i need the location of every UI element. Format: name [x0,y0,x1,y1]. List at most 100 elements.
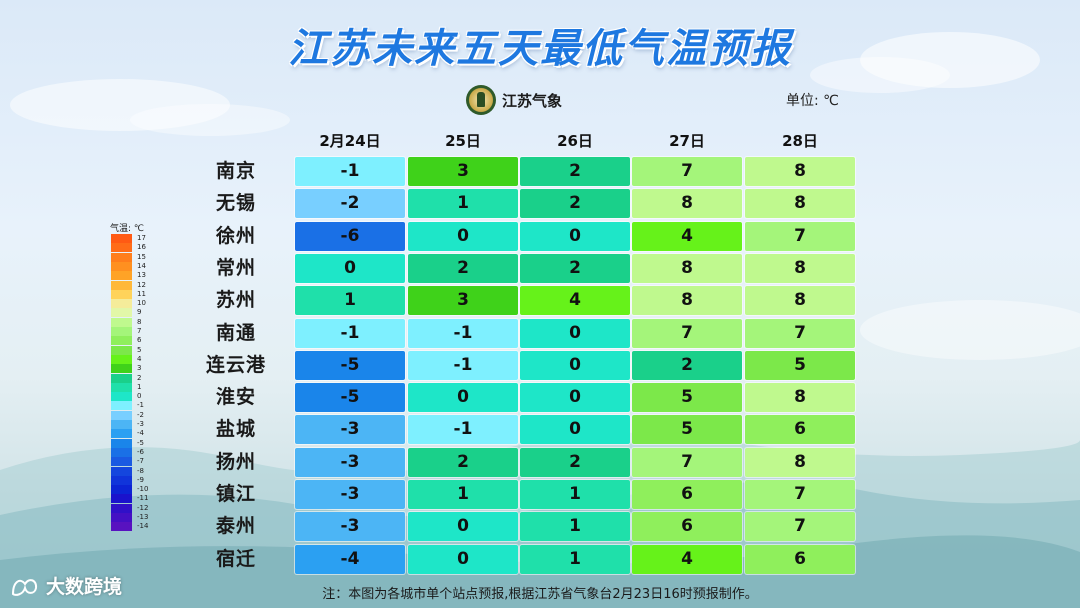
temperature-cell: 6 [745,415,855,445]
column-header: 2月24日 [319,132,381,150]
temperature-cell: -1 [408,318,518,348]
city-label: 徐州 [215,224,256,247]
temperature-cell: 1 [520,512,630,542]
legend-label: 10 [137,299,146,308]
temperature-cell: 7 [632,318,742,348]
legend-swatch [111,364,132,374]
temperature-cell: -5 [295,350,405,380]
legend-swatch [111,513,132,522]
temperature-cell: 2 [520,157,630,186]
temperature-cell: -1 [295,318,405,348]
legend-label: -1 [137,401,144,410]
city-label: 扬州 [215,450,256,473]
column-header: 27日 [669,132,705,150]
legend-swatch [111,261,132,271]
legend-label: 9 [137,308,142,317]
legend-label: 1 [137,382,142,391]
temperature-cell: -3 [295,480,405,509]
footnote: 注：本图为各城市单个站点预报,根据江苏省气象台2月23日16时预报制作。 [322,587,758,602]
temperature-cell: 6 [745,544,855,574]
column-header: 26日 [557,132,593,150]
temperature-cell: -1 [295,157,405,186]
legend-label: 6 [137,336,142,345]
temperature-cell: 2 [632,350,742,380]
city-label: 镇江 [215,483,256,505]
brand-logo-icon [11,578,38,596]
legend-label: 12 [137,280,146,289]
legend-label: 13 [137,271,146,280]
temperature-cell: 8 [745,253,855,283]
temperature-cell: 8 [745,383,855,413]
legend-swatch [111,373,132,383]
legend-swatch [111,457,132,467]
legend-label: 8 [137,317,142,326]
legend-swatch [111,447,132,457]
legend-label: -4 [137,429,144,438]
legend-swatch [111,299,132,309]
city-label: 南京 [215,160,256,182]
temperature-cell: 2 [408,253,518,283]
legend-label: 17 [137,234,146,242]
temperature-cell: 0 [520,221,630,251]
legend-title: 气温: ℃ [110,224,145,234]
temperature-cell: 8 [632,189,742,219]
temperature-cell: 7 [632,157,742,186]
temperature-cell: 2 [520,253,630,283]
temperature-cell: 4 [520,286,630,316]
legend-swatch [111,280,132,290]
legend-label: -9 [137,475,144,484]
legend-swatch [111,308,132,318]
legend-swatch [111,438,132,448]
temperature-cell: 7 [745,318,855,348]
legend-label: -14 [137,522,149,531]
temperature-cell: 5 [632,383,742,413]
temperature-cell: 5 [745,350,855,380]
temperature-cell: 7 [745,480,855,509]
legend-label: -13 [137,513,149,521]
temperature-cell: 0 [520,383,630,413]
temperature-cell: 8 [745,157,855,186]
legend-swatch [111,420,132,429]
temperature-cell: -5 [295,383,405,413]
temperature-cell: 0 [520,350,630,380]
legend-swatch [111,522,132,532]
legend-label: -11 [137,494,149,503]
legend-label: -5 [137,438,144,447]
temperature-cell: 8 [745,189,855,219]
legend-swatch [111,234,132,243]
temperature-cell: -3 [295,415,405,445]
temperature-cell: 6 [632,480,742,509]
city-label: 南通 [215,321,256,344]
temperature-cell: 0 [520,415,630,445]
city-label: 连云港 [205,353,266,376]
temperature-cell: 0 [520,318,630,348]
legend-swatch [111,401,132,411]
temperature-cell: 7 [745,221,855,251]
legend-swatch [111,317,132,327]
legend-swatch [111,327,132,336]
city-label: 宿迁 [215,547,256,570]
logo-text: 江苏气象 [502,91,563,110]
legend-swatch [111,466,132,476]
temperature-cell: -1 [408,415,518,445]
temperature-cell: 4 [632,221,742,251]
legend-swatch [111,475,132,485]
unit-label: 单位: ℃ [786,93,839,109]
city-label: 泰州 [215,515,256,538]
legend-swatch [111,410,132,420]
column-header: 25日 [445,132,481,150]
temperature-cell: 1 [295,286,405,316]
logo: 江苏气象 [466,84,562,116]
city-label: 淮安 [215,386,256,409]
temperature-cell: 2 [408,447,518,477]
temperature-cell: -6 [295,221,405,251]
brand-text: 大数跨境 [46,576,123,598]
legend-swatch [111,354,132,364]
temperature-cell: -3 [295,447,405,477]
temperature-cell: 0 [408,512,518,542]
temperature-cell: 1 [520,480,630,509]
city-label: 无锡 [215,192,256,215]
legend-label: -12 [137,503,149,512]
temperature-cell: 8 [632,286,742,316]
legend-label: -3 [137,420,144,428]
